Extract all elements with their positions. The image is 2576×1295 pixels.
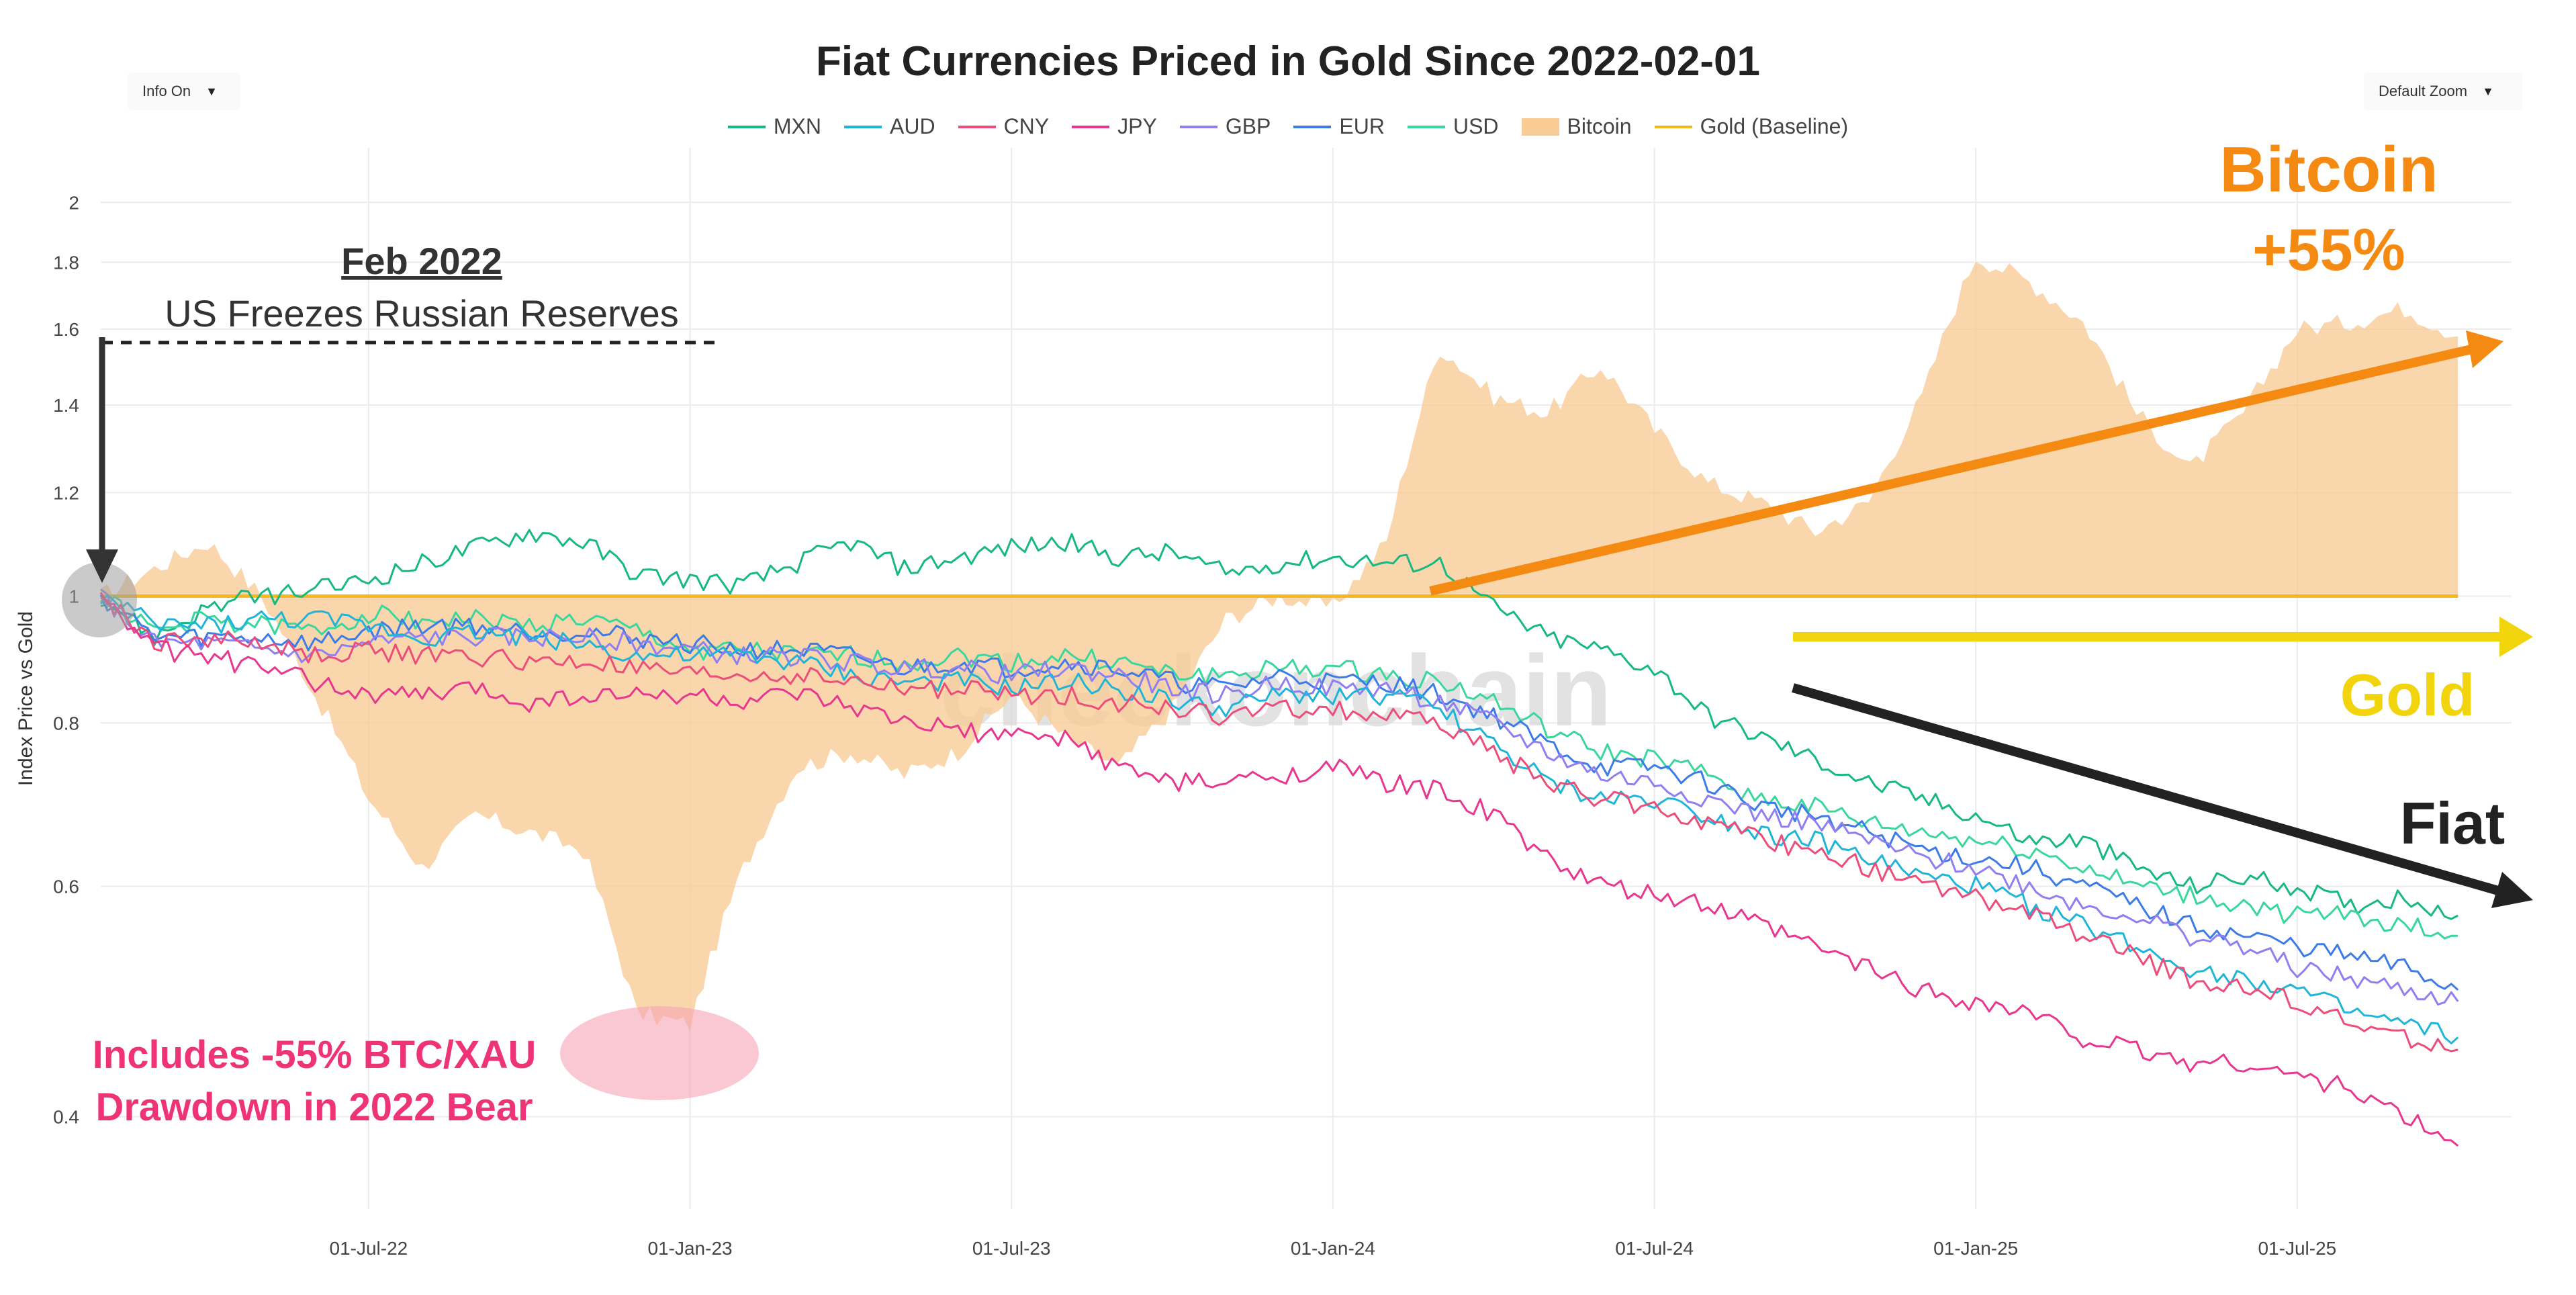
legend-label: EUR bbox=[1339, 114, 1385, 138]
y-tick-label: 1.2 bbox=[53, 482, 79, 503]
drawdown-label-line1: Includes -55% BTC/XAU bbox=[93, 1033, 537, 1077]
y-tick-label: 1.4 bbox=[53, 395, 79, 416]
series-bitcoin-area bbox=[101, 262, 2458, 1032]
legend-label: CNY bbox=[1003, 114, 1050, 138]
legend-swatch bbox=[1072, 125, 1110, 128]
legend-label: USD bbox=[1453, 114, 1499, 138]
info-toggle-label: Info On bbox=[142, 83, 191, 99]
series-line-cny bbox=[100, 597, 2458, 1053]
bitcoin-trend-arrow-shaft bbox=[1429, 345, 2473, 596]
legend-label: MXN bbox=[773, 114, 821, 138]
grid bbox=[101, 148, 2512, 1209]
legend-label: GBP bbox=[1225, 114, 1271, 138]
series-line-mxn bbox=[100, 529, 2458, 920]
legend-swatch bbox=[727, 125, 766, 128]
drawdown-highlight-ellipse bbox=[560, 1006, 759, 1100]
legend-swatch bbox=[1293, 125, 1332, 128]
x-tick-label: 01-Jan-23 bbox=[648, 1238, 733, 1259]
legend-item[interactable]: AUD bbox=[844, 114, 935, 139]
gold-label: Gold bbox=[2340, 662, 2475, 728]
legend-label: Gold (Baseline) bbox=[1700, 114, 1849, 138]
legend-item[interactable]: EUR bbox=[1293, 114, 1385, 139]
legend-item[interactable]: GBP bbox=[1179, 114, 1271, 139]
chevron-down-icon: ▼ bbox=[2482, 84, 2494, 98]
series-line-jpy bbox=[99, 592, 2459, 1147]
legend-item[interactable]: Gold (Baseline) bbox=[1654, 114, 1849, 139]
fiat-arrow-shaft bbox=[1792, 683, 2499, 895]
bitcoin-label: Bitcoin bbox=[2219, 134, 2438, 206]
x-tick-label: 01-Jul-22 bbox=[330, 1238, 408, 1259]
x-tick-label: 01-Jul-24 bbox=[1615, 1238, 1694, 1259]
series-layer bbox=[99, 262, 2459, 1147]
event-date-label: Feb 2022 bbox=[341, 240, 502, 282]
legend-item[interactable]: Bitcoin bbox=[1521, 114, 1632, 139]
y-axis-label: Index Price vs Gold bbox=[15, 611, 37, 786]
drawdown-label-line2: Drawdown in 2022 Bear bbox=[95, 1085, 533, 1129]
legend-label: AUD bbox=[890, 114, 935, 138]
start-marker bbox=[62, 562, 137, 637]
y-tick-label: 0.6 bbox=[53, 877, 79, 897]
chart-title: Fiat Currencies Priced in Gold Since 202… bbox=[816, 38, 1760, 85]
x-tick-label: 01-Jul-25 bbox=[2258, 1238, 2337, 1259]
series-line-aud bbox=[99, 594, 2459, 1044]
x-tick-label: 01-Jan-25 bbox=[1933, 1238, 2018, 1259]
info-toggle-select[interactable]: Info On ▼ bbox=[128, 73, 240, 110]
legend-label: Bitcoin bbox=[1567, 114, 1632, 138]
zoom-select-label: Default Zoom bbox=[2379, 83, 2468, 99]
legend-swatch bbox=[1654, 125, 1692, 128]
chevron-down-icon: ▼ bbox=[205, 84, 218, 98]
y-tick-label: 1.6 bbox=[53, 319, 79, 340]
x-tick-label: 01-Jul-23 bbox=[972, 1238, 1051, 1259]
bitcoin-trend-arrow-head bbox=[2466, 330, 2503, 368]
gold-arrow-head bbox=[2499, 617, 2533, 657]
legend-label: JPY bbox=[1117, 114, 1157, 138]
fiat-label: Fiat bbox=[2400, 790, 2505, 856]
legend-swatch bbox=[1521, 118, 1559, 136]
y-tick-label: 2 bbox=[68, 192, 79, 213]
series-line-gbp bbox=[100, 588, 2459, 1006]
legend-item[interactable]: USD bbox=[1407, 114, 1499, 139]
legend-swatch bbox=[1407, 125, 1445, 128]
event-down-arrow-head bbox=[86, 549, 118, 583]
legend-swatch bbox=[1179, 125, 1217, 128]
event-text-label: US Freezes Russian Reserves bbox=[165, 292, 679, 334]
legend-item[interactable]: MXN bbox=[727, 114, 821, 139]
legend-item[interactable]: CNY bbox=[958, 114, 1050, 139]
y-tick-label: 0.4 bbox=[53, 1107, 79, 1128]
legend-item[interactable]: JPY bbox=[1072, 114, 1157, 139]
bitcoin-pct-label: +55% bbox=[2252, 216, 2405, 283]
y-tick-label: 1.8 bbox=[53, 252, 79, 273]
y-tick-label: 0.8 bbox=[53, 713, 79, 733]
legend: MXN AUD CNY JPY GBP EUR USD Bitcoin Gold (Baseli… bbox=[0, 114, 2576, 139]
legend-swatch bbox=[844, 125, 882, 128]
fiat-arrow-head bbox=[2491, 872, 2533, 908]
x-tick-label: 01-Jan-24 bbox=[1291, 1238, 1375, 1259]
axis-ticks: 0.40.60.811.21.41.61.8201-Jul-2201-Jan-2… bbox=[53, 192, 2336, 1259]
legend-swatch bbox=[958, 125, 996, 128]
zoom-select[interactable]: Default Zoom ▼ bbox=[2364, 73, 2522, 110]
